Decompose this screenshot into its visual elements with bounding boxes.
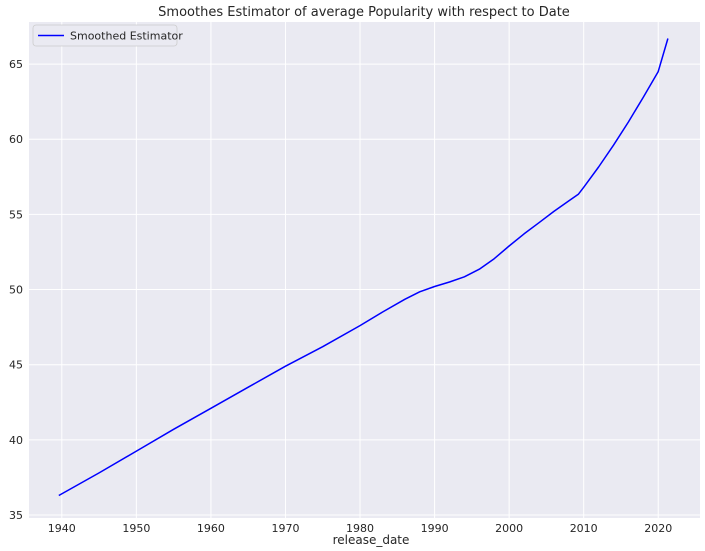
y-tick-label: 60 bbox=[9, 133, 23, 146]
x-axis-label: release_date bbox=[333, 533, 410, 547]
y-tick-label: 40 bbox=[9, 434, 23, 447]
series-layer bbox=[58, 38, 669, 497]
y-tick-label: 50 bbox=[9, 284, 23, 297]
x-tick-label: 1980 bbox=[346, 522, 374, 535]
y-tick-label: 65 bbox=[9, 58, 23, 71]
x-tick-label: 1960 bbox=[197, 522, 225, 535]
chart-title: Smoothes Estimator of average Popularity… bbox=[158, 5, 570, 20]
y-tick-label: 35 bbox=[9, 509, 23, 522]
x-tick-label: 1970 bbox=[271, 522, 299, 535]
y-tick-label: 55 bbox=[9, 208, 23, 221]
x-tick-label: 2000 bbox=[495, 522, 523, 535]
grid bbox=[29, 22, 700, 518]
plot-area bbox=[29, 22, 700, 518]
y-axis-ticks: 35 40 45 50 55 60 65 bbox=[9, 58, 23, 522]
x-axis-ticks: 1940 1950 1960 1970 1980 1990 2000 2010 2020 bbox=[48, 522, 672, 535]
legend: Smoothed Estimator bbox=[32, 24, 183, 47]
legend-box bbox=[32, 24, 178, 47]
series-line bbox=[58, 38, 669, 497]
x-tick-label: 1950 bbox=[122, 522, 150, 535]
x-tick-label: 2020 bbox=[644, 522, 672, 535]
x-tick-label: 1990 bbox=[421, 522, 449, 535]
x-tick-label: 2010 bbox=[570, 522, 598, 535]
y-tick-label: 45 bbox=[9, 359, 23, 372]
legend-label: Smoothed Estimator bbox=[70, 30, 183, 43]
x-tick-label: 1940 bbox=[48, 522, 76, 535]
